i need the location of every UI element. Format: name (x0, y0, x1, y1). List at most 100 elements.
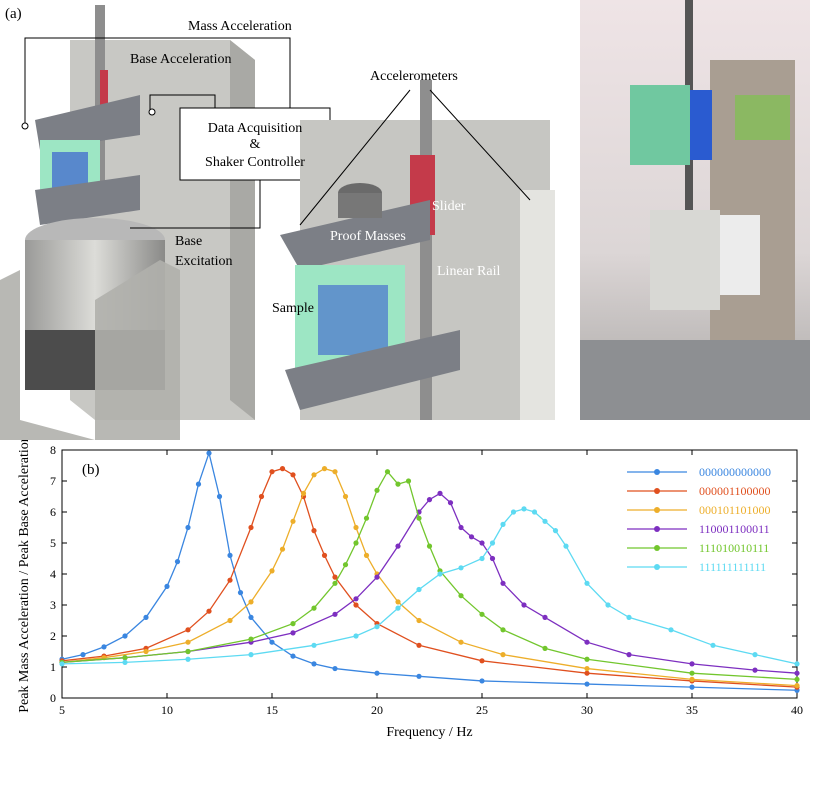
x-tick-label: 40 (791, 703, 803, 717)
data-point (500, 521, 506, 527)
data-point (794, 670, 800, 676)
data-point (542, 645, 548, 651)
series-line (61, 467, 798, 688)
data-point (395, 543, 401, 549)
series-line (61, 508, 798, 665)
data-point (311, 661, 317, 667)
data-point (416, 586, 422, 593)
panel-label: (a) (5, 6, 22, 22)
data-point (584, 580, 590, 586)
data-point (279, 466, 286, 472)
data-point (206, 608, 212, 614)
x-tick-label: 10 (161, 703, 173, 717)
data-point (458, 639, 464, 645)
legend-label: 111010010111 (699, 541, 769, 555)
data-point (584, 670, 590, 676)
data-point (500, 580, 506, 586)
data-point (332, 580, 338, 586)
data-point (689, 676, 695, 682)
data-point (458, 565, 464, 571)
legend-label: 110001100011 (699, 522, 770, 536)
data-point (489, 555, 496, 562)
series-line (61, 450, 798, 691)
data-point (164, 583, 170, 589)
data-point (479, 678, 485, 684)
data-point (584, 656, 590, 662)
data-point (185, 524, 191, 531)
data-point (500, 627, 506, 633)
data-point (374, 487, 380, 493)
data-point (300, 490, 307, 496)
annotation: Slider (432, 199, 466, 214)
data-point (563, 543, 569, 549)
annotation: Base Acceleration (130, 52, 231, 67)
data-point (416, 673, 422, 679)
data-point (752, 652, 758, 658)
data-point (458, 524, 464, 531)
y-tick-label: 3 (50, 598, 56, 612)
data-point (384, 469, 391, 475)
data-point (395, 605, 401, 611)
data-point (605, 602, 611, 608)
y-axis-label: Peak Mass Acceleration / Peak Base Accel… (17, 440, 32, 713)
x-tick-label: 5 (59, 703, 65, 717)
data-point (290, 630, 296, 636)
y-tick-label: 8 (50, 443, 56, 457)
data-point (626, 652, 632, 658)
data-point (521, 506, 527, 512)
data-point (363, 515, 370, 521)
y-tick-label: 5 (50, 536, 56, 550)
data-point (279, 546, 286, 552)
data-point (185, 648, 191, 655)
data-point (311, 472, 317, 478)
data-point (521, 602, 527, 608)
data-point (237, 590, 244, 596)
data-point (416, 617, 422, 624)
annotation: Base (175, 234, 202, 249)
annotation: Accelerometers (370, 69, 458, 84)
data-point (531, 509, 538, 515)
data-point (542, 518, 548, 524)
data-point (290, 621, 296, 627)
data-point (584, 681, 590, 687)
data-point (353, 602, 359, 608)
data-point (122, 659, 128, 665)
annotation: Shaker Controller (205, 155, 305, 170)
series-line (61, 467, 798, 687)
chart: 5 10 15 20 25 30 35 40 0 1 2 3 4 5 6 7 8 Frequency / Hz Pe… (17, 440, 803, 740)
data-point (185, 627, 191, 633)
y-tick-label: 1 (50, 660, 56, 674)
data-point (752, 667, 758, 673)
data-point (248, 614, 254, 620)
legend-swatch (654, 507, 660, 513)
data-point (479, 658, 485, 664)
data-point (269, 639, 275, 645)
data-point (689, 684, 695, 690)
x-axis-label: Frequency / Hz (386, 725, 472, 740)
data-point (311, 528, 317, 534)
render-middle (280, 80, 555, 420)
data-point (584, 639, 590, 645)
y-tick-label: 0 (50, 691, 56, 705)
data-point (416, 642, 422, 648)
data-point (437, 490, 443, 496)
data-point (447, 500, 454, 506)
data-point (374, 624, 380, 630)
data-point (552, 528, 559, 534)
legend-label: 000101101000 (699, 503, 771, 517)
data-point (395, 481, 401, 487)
panel-label: (b) (82, 462, 100, 478)
series-line (61, 470, 798, 681)
data-point (143, 648, 149, 655)
legend-label: 000000000000 (699, 465, 771, 479)
data-point (374, 670, 380, 676)
legend-label: 000001100000 (699, 484, 771, 498)
legend-swatch (654, 545, 660, 551)
data-point (710, 642, 716, 648)
legend-swatch (654, 526, 660, 532)
legend-swatch (654, 469, 660, 475)
data-point (258, 493, 265, 500)
x-tick-label: 25 (476, 703, 488, 717)
data-point (122, 655, 128, 661)
annotation: & (250, 137, 261, 152)
